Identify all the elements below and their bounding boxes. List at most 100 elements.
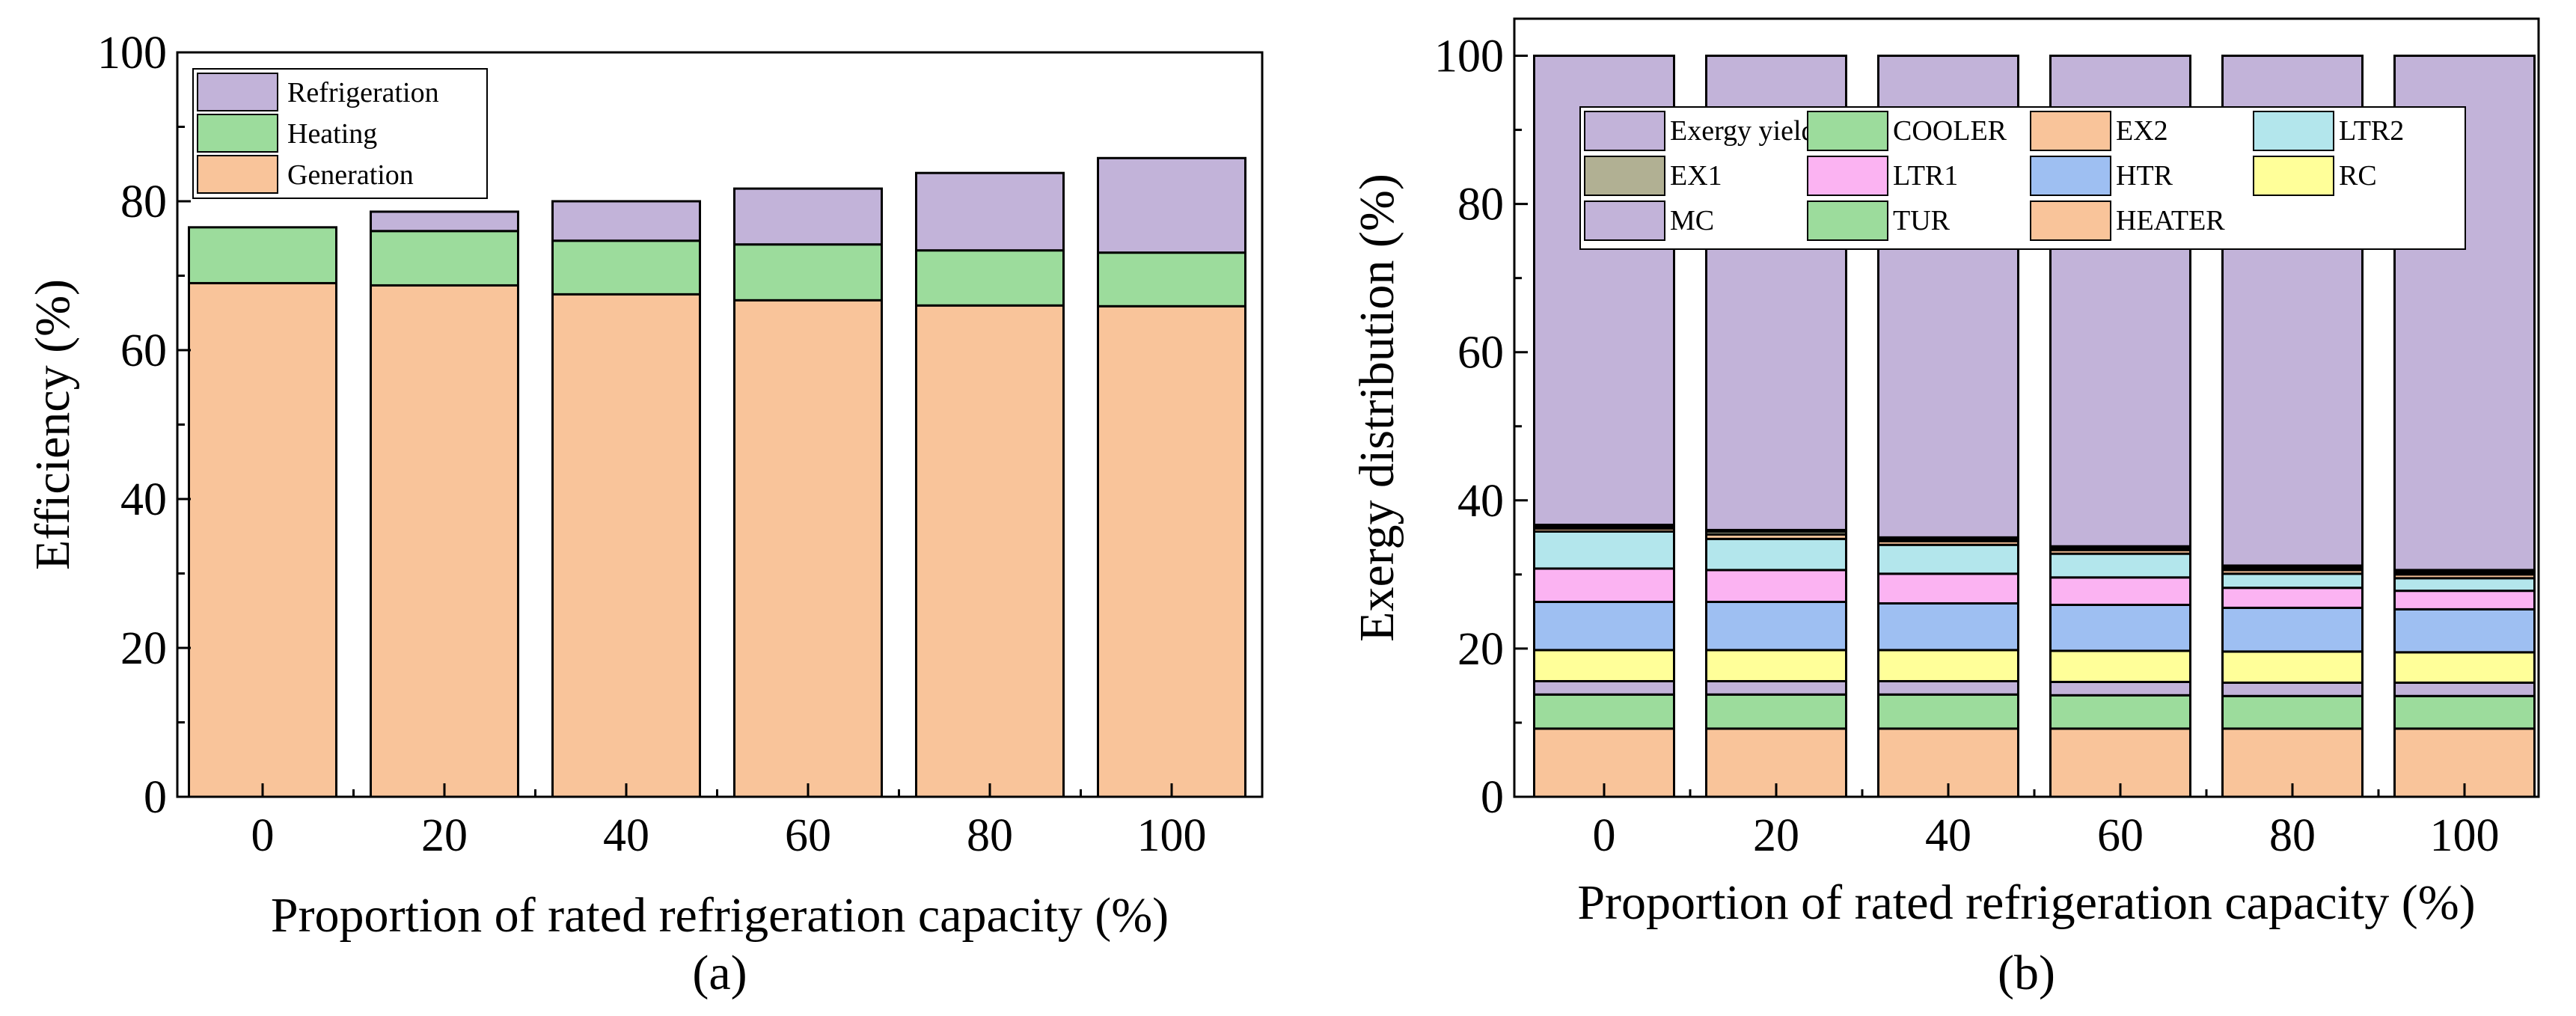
chart-a-ticks: 0 20 40 60 80 100 0 20 40 60 80 100 (97, 28, 1207, 861)
chart-b-axes-frame (1513, 17, 2540, 798)
y-tick-label: 100 (97, 28, 167, 79)
chart-b-bar-mc-40 (1877, 679, 2019, 696)
y-tick-label: 40 (1457, 476, 1504, 527)
legend-swatch-ex1 (1584, 156, 1665, 196)
x-tick-label: 100 (1137, 810, 1207, 861)
chart-b-bar-rc-100 (2393, 651, 2536, 684)
chart-a-legend: Refrigeration Heating Generation (192, 68, 488, 199)
x-tick-label: 80 (2269, 810, 2316, 861)
legend-swatch-cooler (1807, 111, 1888, 151)
y-tick-label: 60 (1457, 328, 1504, 379)
chart-b-bar-tur-20 (1705, 693, 1847, 730)
y-tick-label: 60 (120, 325, 167, 376)
chart-b-y-axis-title: Exergy distribution (%) (1350, 174, 1404, 642)
legend-swatch-ltr2 (2253, 111, 2334, 151)
chart-a-y-axis-title: Efficiency (%) (25, 279, 80, 570)
x-tick-label: 40 (1925, 810, 1971, 861)
chart-b-bar-tur-0 (1533, 693, 1675, 730)
legend-label-htr: HTR (2116, 160, 2173, 192)
chart-b-bar-ltr2-20 (1705, 537, 1847, 572)
x-tick-label: 0 (1593, 810, 1616, 861)
chart-b-bar-htr-60 (2049, 603, 2191, 652)
chart-b-bar-ltr1-20 (1705, 569, 1847, 604)
chart-b-ticks: 0 20 40 60 80 100 0 20 40 60 80 100 (1434, 31, 2500, 861)
y-tick-label: 100 (1434, 31, 1504, 82)
chart-b-bar-ltr2-80 (2221, 572, 2364, 590)
legend-label-refrigeration: Refrigeration (287, 77, 439, 108)
chart-a-bar-refrigeration-40 (551, 200, 701, 242)
chart-b-bar-mc-100 (2393, 681, 2536, 697)
chart-b-bar-ltr2-0 (1533, 530, 1675, 570)
chart-a-bar-refrigeration-60 (733, 187, 883, 246)
chart-b-bar-rc-60 (2049, 649, 2191, 683)
chart-b-bar-tur-40 (1877, 693, 2019, 730)
chart-a-bar-generation-60 (733, 299, 883, 798)
chart-a-bar-refrigeration-20 (370, 210, 519, 233)
chart-a-bars (188, 156, 1246, 798)
chart-b-bar-rc-0 (1533, 649, 1675, 682)
chart-a-bar-generation-80 (915, 304, 1065, 798)
chart-b: 0 20 40 60 80 100 0 20 40 60 80 100 Exergy yield COO… (1350, 17, 2540, 1000)
legend-label-exergy-yield: Exergy yield (1670, 115, 1816, 147)
legend-label-cooler: COOLER (1893, 115, 2007, 147)
legend-label-mc: MC (1670, 205, 1714, 236)
legend-swatch-heater (2030, 201, 2111, 241)
chart-a-bar-refrigeration-100 (1097, 156, 1246, 254)
chart-a-x-axis-title: Proportion of rated refrigeration capaci… (271, 888, 1169, 943)
chart-b-bar-mc-80 (2221, 681, 2364, 697)
chart-b-bar-ltr1-100 (2393, 590, 2536, 610)
chart-b-bar-ltr1-80 (2221, 587, 2364, 609)
x-tick-label: 20 (421, 810, 468, 861)
chart-b-bar-ltr2-40 (1877, 543, 2019, 575)
legend-swatch-ltr1 (1807, 156, 1888, 196)
legend-swatch-htr (2030, 156, 2111, 196)
x-tick-label: 100 (2430, 810, 2500, 861)
chart-b-bar-htr-100 (2393, 608, 2536, 654)
x-tick-label: 0 (251, 810, 275, 861)
legend-swatch-tur (1807, 201, 1888, 241)
legend-label-rc: RC (2339, 160, 2377, 192)
y-tick-label: 80 (120, 177, 167, 227)
y-tick-label: 40 (120, 474, 167, 525)
chart-b-bar-tur-100 (2393, 694, 2536, 730)
chart-b-bar-tur-60 (2049, 694, 2191, 730)
chart-b-legend: Exergy yield COOLER EX2 LTR2 EX1 LTR1 HTR RC MC T… (1579, 106, 2466, 250)
legend-label-tur: TUR (1893, 205, 1951, 236)
chart-b-bar-htr-20 (1705, 601, 1847, 652)
legend-label-heater: HEATER (2116, 205, 2225, 236)
chart-b-bar-htr-40 (1877, 602, 2019, 652)
chart-b-bar-rc-80 (2221, 650, 2364, 684)
chart-b-bar-ltr1-40 (1877, 572, 2019, 605)
chart-b-bar-rc-20 (1705, 649, 1847, 682)
chart-b-bar-htr-0 (1533, 601, 1675, 652)
chart-b-bar-rc-40 (1877, 649, 2019, 682)
x-tick-label: 60 (2097, 810, 2144, 861)
chart-a-bar-heating-100 (1097, 251, 1246, 307)
chart-b-bar-mc-60 (2049, 680, 2191, 697)
chart-b-bar-tur-80 (2221, 694, 2364, 730)
chart-b-bar-htr-80 (2221, 606, 2364, 653)
legend-swatch-generation (197, 155, 278, 194)
legend-label-ltr2: LTR2 (2339, 115, 2404, 147)
x-tick-label: 40 (603, 810, 649, 861)
y-tick-label: 0 (144, 772, 167, 823)
legend-label-ex1: EX1 (1670, 160, 1722, 192)
legend-swatch-exergy-yield (1584, 111, 1665, 151)
chart-a-bar-generation-100 (1097, 305, 1246, 798)
legend-swatch-heating (197, 114, 278, 153)
legend-label-ltr1: LTR1 (1893, 160, 1958, 192)
chart-b-panel-label: (b) (1998, 946, 2055, 1000)
chart-b-bar-ltr2-60 (2049, 552, 2191, 579)
y-tick-label: 80 (1457, 180, 1504, 230)
chart-a-bar-heating-60 (733, 243, 883, 302)
chart-a: 0 20 40 60 80 100 0 20 40 60 80 100 Refrigeration He… (25, 28, 1264, 1000)
legend-label-ex2: EX2 (2116, 115, 2168, 147)
chart-a-bar-heating-40 (551, 239, 701, 296)
chart-b-bar-mc-0 (1533, 679, 1675, 696)
chart-a-bar-generation-40 (551, 293, 701, 798)
legend-label-heating: Heating (287, 118, 377, 150)
legend-swatch-rc (2253, 156, 2334, 196)
y-tick-label: 20 (1457, 624, 1504, 675)
chart-a-bar-refrigeration-80 (915, 171, 1065, 252)
chart-a-panel-label: (a) (692, 946, 747, 1000)
